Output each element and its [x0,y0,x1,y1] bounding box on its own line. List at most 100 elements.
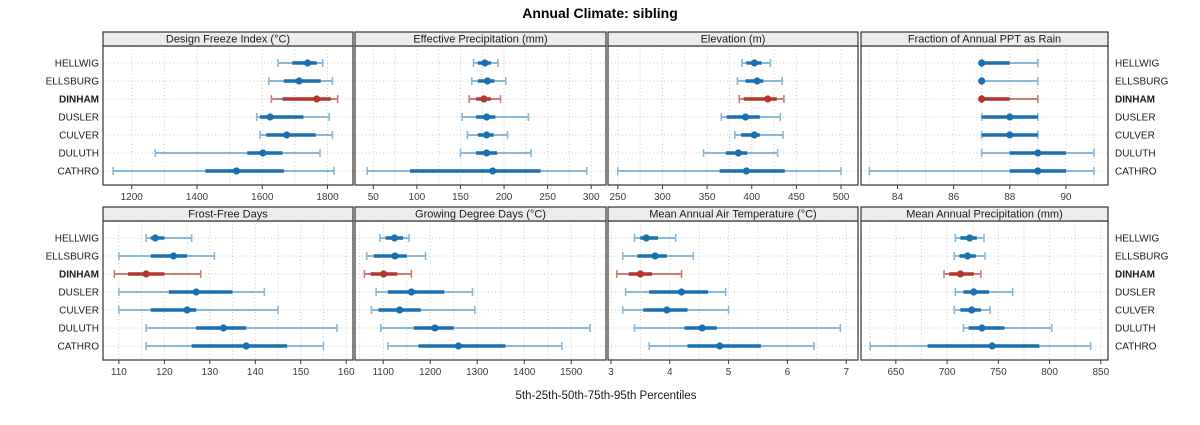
site-label-left: DULUTH [58,324,99,335]
median-dot [483,113,491,121]
tick-label: 90 [1060,192,1072,203]
median-dot [259,149,267,157]
percentile-series [621,252,695,260]
panel-title: Effective Precipitation (mm) [413,34,547,46]
median-dot [483,131,491,139]
percentile-series [733,131,784,139]
gridlines [355,221,606,360]
median-dot [742,167,750,175]
median-dot [283,131,291,139]
site-label-right: ELLSBURG [1115,252,1169,263]
median-dot [242,342,250,350]
percentile-series [379,234,410,242]
median-dot [232,167,241,175]
tick-label: 1100 [372,367,394,378]
percentile-series [255,113,330,121]
percentile-series [633,324,842,332]
site-label-right: DULUTH [1115,149,1156,160]
x-axis: 50 100 150 200 250 300 [368,185,600,203]
percentile-series [267,77,334,85]
median-dot [454,342,463,350]
median-dot [380,270,388,278]
panel-strip [354,206,607,222]
median-dot [978,77,986,85]
tick-label: 500 [833,192,850,203]
percentile-series [468,95,502,103]
percentile-series [978,95,1039,103]
percentile-series [738,95,785,103]
percentile-series [270,95,339,103]
site-label-right: CATHRO [1115,167,1157,178]
percentile-series [387,342,563,350]
tick-label: 700 [939,367,956,378]
panel: Elevation (m) 250 300 350 400 450 500 [607,31,859,203]
tick-label: 84 [892,192,904,203]
tick-label: 6 [785,367,791,378]
median-dot [968,306,976,314]
site-label-left: ELLSBURG [46,77,100,88]
percentile-series [953,252,986,260]
median-dot [304,59,312,67]
percentile-series [145,324,338,332]
site-label-right: DINHAM [1115,95,1155,106]
tick-label: 1300 [466,367,489,378]
median-dot [169,252,178,260]
site-label-right: HELLWIG [1115,234,1159,245]
tick-label: 100 [409,192,426,203]
median-dot [151,234,159,242]
site-label-left: HELLWIG [55,59,99,70]
median-dot [266,113,274,121]
tick-label: 1800 [316,192,339,203]
tick-label: 1400 [513,367,536,378]
x-axis: 3 4 5 6 7 [608,360,849,378]
median-dot [183,306,191,314]
panel-strip [607,206,859,222]
panel-strip [102,31,354,47]
percentile-series [112,167,335,175]
median-dot [483,149,491,157]
median-dot [390,234,399,242]
site-label-left: DUSLER [58,113,99,124]
percentile-series [366,167,588,175]
median-dot [734,149,742,157]
percentile-series [113,270,202,278]
percentile-series [145,342,325,350]
percentile-series [375,288,474,296]
percentile-series [980,113,1039,121]
percentile-series [380,324,591,332]
tick-label: 400 [743,192,760,203]
panel-title: Elevation (m) [701,34,766,46]
site-label-right: CULVER [1115,306,1155,317]
gridlines [103,221,353,360]
tick-label: 4 [667,367,673,378]
tick-label: 86 [948,192,960,203]
panel-strip [102,206,354,222]
panel: Effective Precipitation (mm) 50 100 150 200 2… [354,31,607,203]
tick-label: 110 [111,367,127,378]
panel-strip [860,206,1109,222]
site-label-left: DINHAM [59,270,99,281]
gridlines [608,221,858,360]
panel-border [102,45,354,186]
site-label-left: CULVER [59,131,99,142]
percentile-series [648,342,815,350]
x-axis: 110 120 130 140 150 160 [111,360,355,378]
percentile-series [954,288,1014,296]
median-dot [750,131,759,139]
median-dot [192,288,200,296]
panel-title: Mean Annual Precipitation (mm) [906,209,1063,221]
percentile-series [962,324,1053,332]
tick-label: 3 [608,367,614,378]
panel: Growing Degree Days (°C) 1100 1200 1300 1400… [354,206,607,378]
tick-label: 150 [452,192,469,203]
percentile-series [277,59,324,67]
tick-label: 1200 [121,192,144,203]
panel-strip [607,31,859,47]
percentile-series [736,77,783,85]
median-dot [978,324,986,332]
site-label-left: CATHRO [58,167,100,178]
median-dot [741,113,750,121]
percentile-series [154,149,321,157]
median-dot [1006,113,1014,121]
